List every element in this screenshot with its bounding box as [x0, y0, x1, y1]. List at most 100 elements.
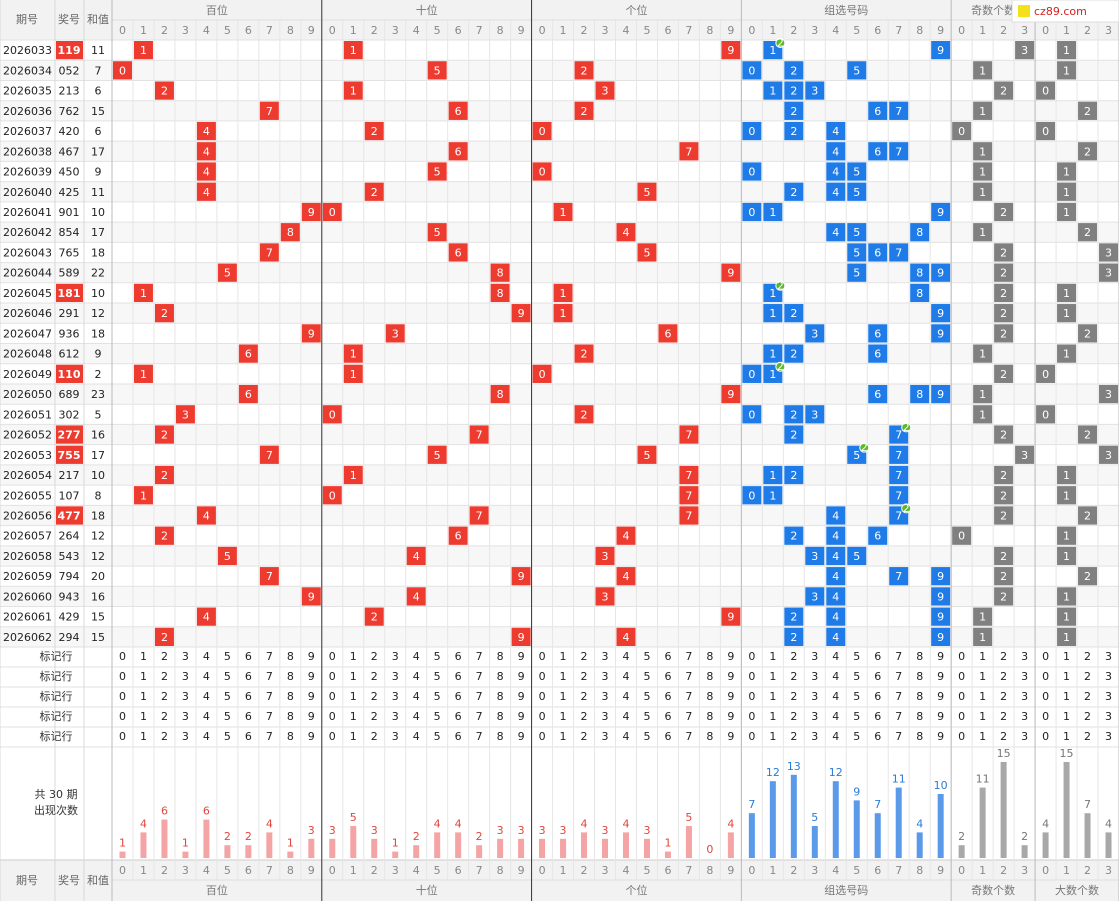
count-label: 11	[976, 773, 990, 786]
hit-digit: 2	[1000, 246, 1007, 259]
column-digit: 0	[748, 24, 755, 37]
hit-digit: 5	[434, 449, 441, 462]
hit-digit: 5	[853, 166, 860, 179]
hit-cell	[679, 465, 699, 485]
hit-cell	[490, 283, 510, 303]
hit-digit: 1	[769, 368, 776, 381]
hit-digit: 2	[1000, 327, 1007, 340]
marker-digit: 9	[937, 710, 944, 723]
hit-digit: 4	[832, 166, 839, 179]
marker-digit: 4	[622, 650, 629, 663]
hit-digit: 2	[161, 631, 168, 644]
group-title: 十位	[416, 883, 438, 897]
column-digit: 9	[518, 24, 525, 37]
marker-digit: 8	[916, 650, 923, 663]
marker-digit: 9	[727, 650, 734, 663]
marker-digit: 6	[664, 670, 671, 683]
hit-digit: 2	[1084, 570, 1091, 583]
issue: 2026037	[3, 125, 52, 138]
hit-cell	[154, 465, 174, 485]
hit-cell	[763, 202, 783, 222]
column-digit: 2	[1084, 24, 1091, 37]
marker-digit: 0	[958, 650, 965, 663]
hit-digit: 1	[350, 85, 357, 98]
marker-digit: 3	[602, 690, 609, 703]
hit-cell	[658, 324, 678, 343]
column-digit: 8	[497, 24, 504, 37]
sum: 5	[95, 408, 102, 421]
hit-digit: 7	[685, 145, 692, 158]
hit-digit: 9	[937, 611, 944, 624]
marker-digit: 8	[706, 730, 713, 743]
marker-digit: 5	[434, 670, 441, 683]
hit-digit: 9	[937, 570, 944, 583]
hit-digit: 1	[1063, 611, 1070, 624]
hit-cell	[826, 526, 846, 545]
hit-digit: 9	[727, 388, 734, 401]
hit-cell	[889, 243, 909, 262]
hit-digit: 7	[266, 570, 273, 583]
hit-cell	[343, 465, 363, 485]
count-label: 2	[245, 830, 252, 843]
hit-digit: 1	[140, 489, 147, 502]
marker-digit: 1	[350, 670, 357, 683]
marker-digit: 4	[413, 710, 420, 723]
column-digit: 7	[476, 864, 483, 877]
repeat-badge-text: 2	[777, 360, 784, 373]
hit-digit: 8	[287, 226, 294, 239]
issue: 2026062	[3, 631, 52, 644]
repeat-badge-text: 2	[861, 441, 868, 454]
hit-cell	[973, 607, 993, 626]
marker-digit: 0	[329, 650, 336, 663]
marker-digit: 9	[937, 690, 944, 703]
marker-digit: 5	[434, 650, 441, 663]
column-digit: 5	[224, 864, 231, 877]
hit-digit: 0	[539, 125, 546, 138]
hit-digit: 2	[161, 530, 168, 543]
marker-digit: 7	[266, 730, 273, 743]
hit-cell	[427, 162, 447, 181]
count-bar	[224, 845, 231, 858]
hit-cell	[532, 162, 552, 181]
count-label: 4	[434, 817, 441, 830]
sum: 17	[91, 145, 105, 158]
marker-digit: 4	[832, 690, 839, 703]
header-label: 期号	[16, 13, 38, 26]
column-digit: 7	[895, 864, 902, 877]
count-label: 3	[602, 824, 609, 837]
hit-cell	[826, 223, 846, 242]
hit-cell	[616, 567, 636, 586]
marker-digit: 3	[811, 650, 818, 663]
marker-digit: 0	[748, 710, 755, 723]
marker-digit: 7	[266, 710, 273, 723]
hit-cell	[784, 526, 804, 545]
hit-cell	[637, 243, 657, 262]
group-title: 组选号码	[824, 883, 868, 897]
hit-cell	[553, 283, 573, 303]
hit-digit: 6	[245, 348, 252, 361]
hit-cell	[1057, 607, 1077, 626]
hit-digit: 7	[476, 509, 483, 522]
count-bar	[979, 787, 986, 858]
column-digit: 5	[643, 24, 650, 37]
count-label: 9	[853, 785, 860, 798]
hit-digit: 6	[874, 145, 881, 158]
count-label: 2	[958, 830, 965, 843]
column-digit: 3	[392, 24, 399, 37]
hit-digit: 2	[1000, 550, 1007, 563]
hit-digit: 2	[1000, 489, 1007, 502]
column-digit: 0	[329, 24, 336, 37]
marker-digit: 2	[371, 730, 378, 743]
hit-digit: 4	[203, 145, 210, 158]
sum: 11	[91, 186, 105, 199]
hit-cell	[679, 142, 699, 161]
column-digit: 6	[664, 864, 671, 877]
hit-digit: 5	[434, 226, 441, 239]
column-digit: 0	[1042, 24, 1049, 37]
hit-digit: 2	[1000, 267, 1007, 280]
marker-digit: 9	[308, 730, 315, 743]
hit-digit: 2	[1000, 307, 1007, 320]
marker-label: 标记行	[40, 669, 73, 683]
count-label: 3	[497, 824, 504, 837]
number: 429	[59, 611, 80, 624]
